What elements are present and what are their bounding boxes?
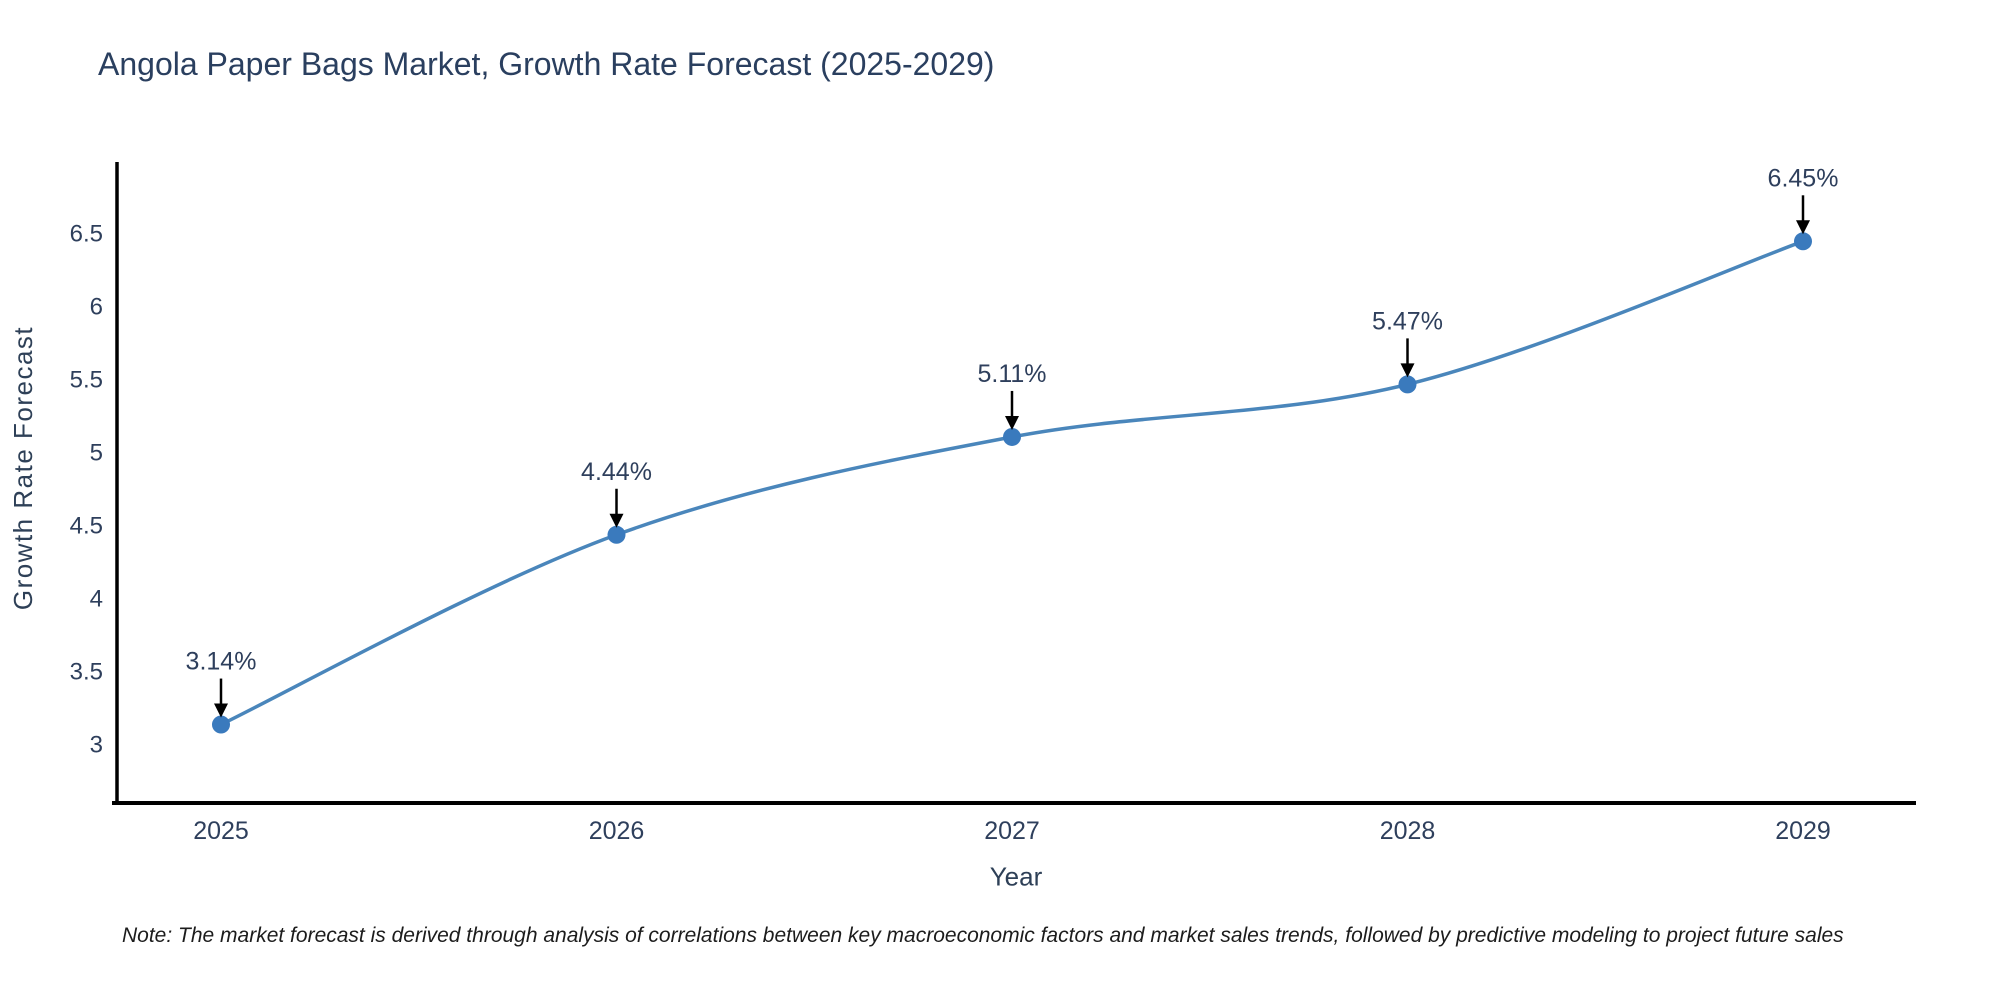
x-tick-label: 2027 (984, 817, 1040, 845)
y-tick-label: 6 (90, 294, 103, 321)
data-point-marker (1794, 232, 1812, 251)
x-tick-label: 2025 (193, 817, 249, 845)
annotation-arrowhead-icon (1005, 415, 1019, 430)
annotation-arrowhead-icon (214, 703, 228, 718)
annotation-arrowhead-icon (1400, 363, 1415, 378)
y-tick-label: 3 (90, 732, 103, 759)
data-point-label: 5.47% (1372, 307, 1443, 335)
y-tick-label: 5.5 (70, 367, 103, 394)
data-point-marker (212, 715, 230, 734)
data-point-marker (607, 525, 626, 544)
x-tick-label: 2029 (1775, 817, 1831, 845)
trend-line (220, 239, 1804, 727)
data-point-marker (1003, 427, 1021, 446)
data-point-label: 3.14% (186, 648, 257, 676)
data-point-label: 5.11% (977, 360, 1046, 388)
data-point-label: 4.44% (581, 458, 652, 486)
footnote: Note: The market forecast is derived thr… (122, 924, 1844, 947)
y-tick-label: 4.5 (70, 513, 103, 540)
y-tick-label: 4 (90, 586, 103, 613)
data-point-label: 6.45% (1768, 164, 1839, 192)
y-tick-label: 5 (90, 440, 103, 467)
y-tick-label: 6.5 (70, 221, 103, 248)
annotation-arrowhead-icon (1796, 220, 1810, 235)
chart-title: Angola Paper Bags Market, Growth Rate Fo… (98, 46, 995, 82)
x-tick-label: 2026 (589, 817, 645, 845)
data-point-marker (1398, 375, 1417, 394)
y-tick-label: 3.5 (70, 659, 103, 686)
annotation-arrowhead-icon (609, 513, 624, 528)
x-tick-label: 2028 (1380, 817, 1436, 845)
x-axis-title: Year (989, 861, 1043, 892)
